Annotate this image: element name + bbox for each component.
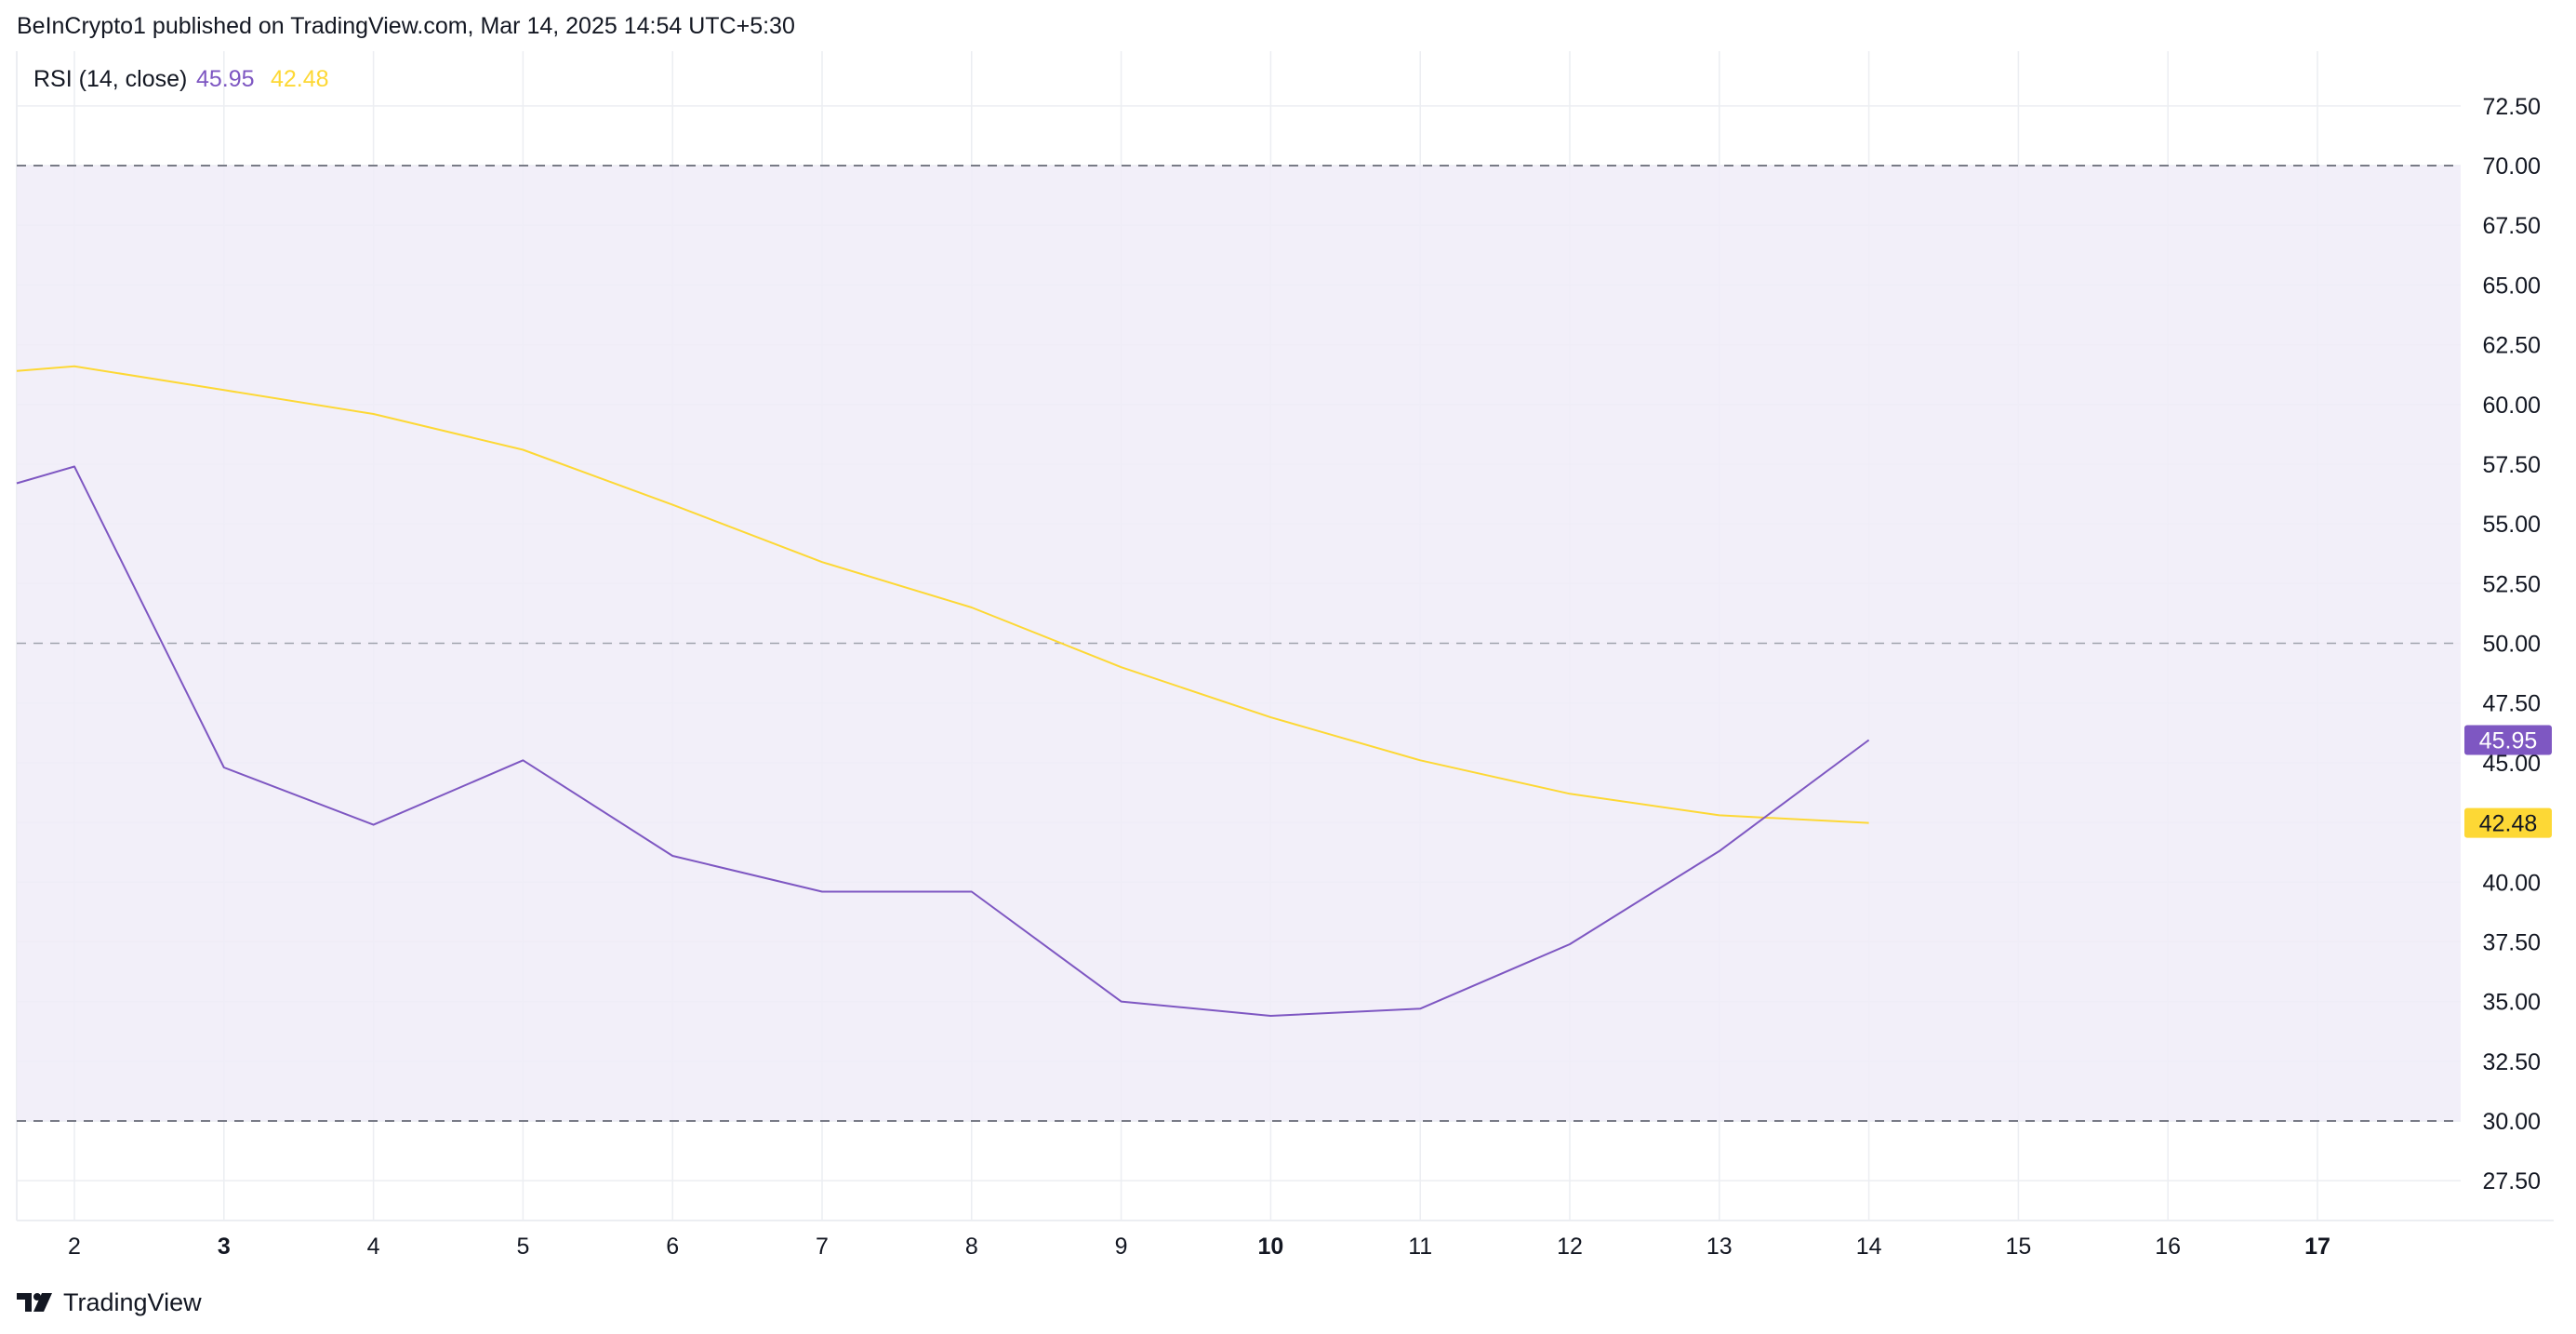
x-tick-label: 15	[2005, 1234, 2031, 1260]
tradingview-logo-text: TradingView	[63, 1287, 202, 1316]
y-tick-label: 67.50	[2482, 213, 2541, 239]
x-tick-label: 17	[2304, 1234, 2330, 1260]
y-tick-label: 27.50	[2482, 1168, 2541, 1194]
y-tick-label: 30.00	[2482, 1109, 2541, 1135]
x-tick-label: 12	[1557, 1234, 1583, 1260]
tradingview-logo-icon	[17, 1293, 52, 1312]
x-tick-label: 8	[965, 1234, 978, 1260]
x-tick-label: 13	[1706, 1234, 1733, 1260]
last-value-badge-rsi: 45.95	[2464, 725, 2552, 755]
y-tick-label: 40.00	[2482, 870, 2541, 896]
last-value-badges: 45.95 42.48	[2464, 725, 2552, 838]
x-tick-label: 9	[1115, 1234, 1128, 1260]
last-value-badge-ma: 42.48	[2464, 807, 2552, 838]
legend-rsi-value: 45.95	[196, 66, 255, 92]
y-tick-label: 32.50	[2482, 1049, 2541, 1075]
y-tick-label: 47.50	[2482, 691, 2541, 717]
y-tick-label: 52.50	[2482, 571, 2541, 597]
y-tick-label: 45.00	[2482, 751, 2541, 777]
legend-ma-value: 42.48	[271, 66, 329, 92]
y-tick-label: 72.50	[2482, 94, 2541, 120]
series-lines	[16, 365, 1870, 1017]
level-lines	[17, 165, 2461, 1122]
y-tick-label: 62.50	[2482, 333, 2541, 359]
x-tick-label: 3	[218, 1234, 231, 1260]
badge-background	[2464, 807, 2552, 838]
y-tick-label: 37.50	[2482, 929, 2541, 955]
x-tick-label: 4	[367, 1234, 380, 1260]
tradingview-logo[interactable]: TradingView	[17, 1284, 202, 1321]
x-tick-label: 7	[816, 1234, 829, 1260]
badge-label: 42.48	[2479, 811, 2538, 837]
y-tick-label: 57.50	[2482, 452, 2541, 478]
x-tick-label: 16	[2155, 1234, 2181, 1260]
price-axis[interactable]: 72.50 70.00 67.50 65.00 62.50 60.00 57.50 55.00…	[2482, 94, 2541, 1194]
y-tick-label: 55.00	[2482, 512, 2541, 538]
legend-indicator-name: RSI (14, close)	[33, 66, 187, 92]
y-tick-label: 35.00	[2482, 990, 2541, 1016]
series-line-rsi[interactable]	[16, 465, 1870, 1017]
y-tick-label: 50.00	[2482, 632, 2541, 658]
x-tick-label: 10	[1257, 1234, 1283, 1260]
publish-info: BeInCrypto1 published on TradingView.com…	[17, 13, 795, 39]
y-tick-label: 60.00	[2482, 393, 2541, 419]
time-axis[interactable]: 2 3 4 5 6 7 8 9 10 11 12 13 14 15 16 17	[68, 1234, 2330, 1260]
badge-background	[2464, 725, 2552, 755]
y-tick-label: 65.00	[2482, 273, 2541, 299]
x-tick-label: 6	[666, 1234, 679, 1260]
indicator-legend[interactable]: RSI (14, close) 45.95 42.48	[33, 66, 329, 92]
x-tick-label: 2	[68, 1234, 81, 1260]
badge-label: 45.95	[2479, 727, 2538, 754]
x-tick-label: 5	[516, 1234, 529, 1260]
x-tick-label: 14	[1856, 1234, 1882, 1260]
y-tick-label: 70.00	[2482, 153, 2541, 180]
series-line-ma[interactable]	[16, 365, 1869, 824]
x-tick-label: 11	[1408, 1234, 1432, 1260]
